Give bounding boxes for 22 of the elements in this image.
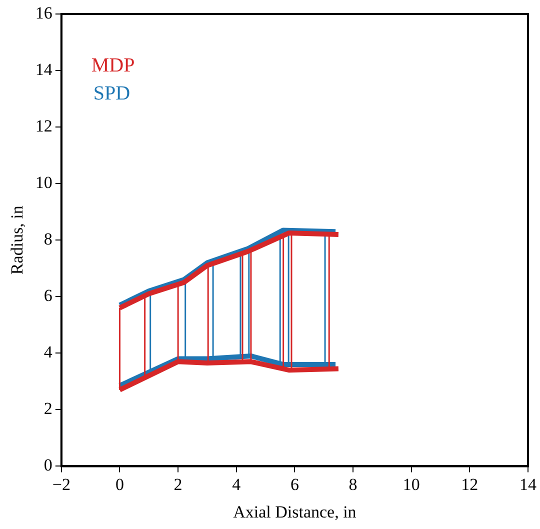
text: SPD [93, 82, 130, 104]
x-tick-label: 12 [461, 474, 478, 494]
x-tick-label: 2 [174, 474, 182, 494]
x-tick-label: 14 [520, 474, 537, 494]
y-tick-label: 2 [44, 399, 52, 418]
x-tick-label: 6 [290, 474, 299, 494]
y-tick-label: 12 [35, 116, 52, 136]
x-tick-label: 0 [115, 474, 124, 494]
y-tick-label: 4 [44, 342, 53, 362]
x-tick-label: −2 [52, 474, 70, 494]
y-tick-label: 14 [35, 60, 53, 79]
x-axis-title: Axial Distance, in [233, 502, 357, 522]
x-tick-label: 4 [232, 474, 242, 494]
x-tick-label: 8 [348, 474, 358, 494]
y-tick-label: 10 [35, 173, 52, 192]
y-tick-label: 16 [35, 3, 52, 22]
y-axis-title: Radius, in [8, 205, 27, 275]
x-tick-label: 10 [402, 474, 420, 494]
y-tick-label: 6 [44, 286, 52, 306]
text: MDP [91, 54, 135, 76]
y-tick-label: 0 [44, 456, 52, 475]
y-tick-label: 8 [44, 230, 52, 249]
